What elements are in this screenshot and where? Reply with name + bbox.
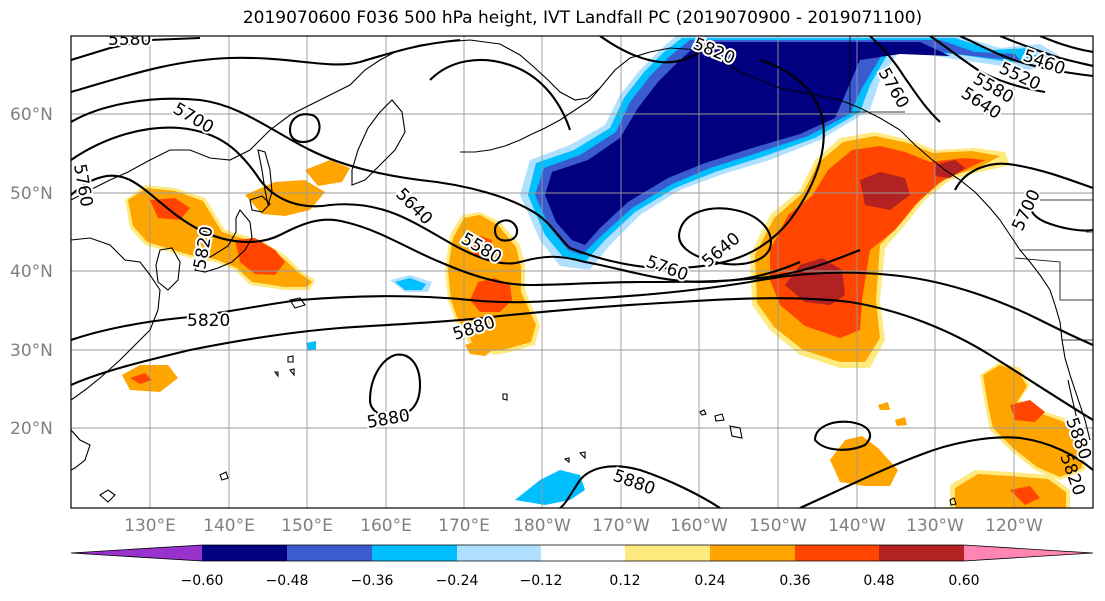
map-background — [71, 36, 1093, 508]
lon-label: 130°W — [906, 516, 964, 536]
lat-label: 50°N — [10, 184, 53, 204]
lon-label: 170°W — [592, 516, 650, 536]
colorbar-tick-label: −0.12 — [520, 573, 563, 589]
contour-label: 5820 — [187, 311, 230, 331]
colorbar-tick-label: −0.24 — [436, 573, 479, 589]
colorbar-tick-label: 0.36 — [779, 573, 810, 589]
colorbar-tick-label: 0.12 — [609, 573, 640, 589]
negative-ivt-shading — [306, 36, 1060, 505]
lon-label: 140°W — [828, 516, 886, 536]
lat-label: 20°N — [10, 419, 53, 439]
lon-label: 160°E — [360, 516, 412, 536]
contour-label: 5580 — [108, 30, 151, 50]
lon-label: 150°W — [749, 516, 807, 536]
colorbar-tick-label: 0.48 — [863, 573, 894, 589]
lon-label: 160°W — [670, 516, 728, 536]
lon-label: 140°E — [203, 516, 255, 536]
lat-label: 30°N — [10, 341, 53, 361]
lat-label: 60°N — [10, 105, 53, 125]
colorbar-segment — [541, 545, 625, 561]
colorbar-tick-label: −0.60 — [181, 573, 224, 589]
colorbar-segment — [795, 545, 879, 561]
lon-label: 130°E — [124, 516, 176, 536]
colorbar-segment — [625, 545, 710, 561]
latitude-labels: 60°N 50°N 40°N 30°N 20°N — [10, 105, 53, 439]
coastlines — [71, 39, 1091, 506]
lat-label: 40°N — [10, 262, 53, 282]
colorbar-tick-label: 0.24 — [694, 573, 725, 589]
colorbar: −0.60 −0.48 −0.36 −0.24 −0.12 0.12 0.24 … — [70, 544, 1094, 589]
colorbar-segment — [457, 545, 541, 561]
graticule — [71, 36, 1093, 508]
colorbar-tick-label: −0.36 — [351, 573, 394, 589]
lon-label: 150°E — [281, 516, 333, 536]
colorbar-extend-high — [964, 545, 1093, 561]
political-borders — [849, 36, 1093, 341]
lon-label: 120°W — [985, 516, 1043, 536]
colorbar-extend-low — [71, 545, 202, 561]
map-frame — [70, 35, 1094, 509]
colorbar-tick-label: −0.48 — [266, 573, 309, 589]
figure-title: 2019070600 F036 500 hPa height, IVT Land… — [242, 8, 923, 28]
colorbar-tick-label: 0.60 — [948, 573, 979, 589]
colorbar-segment — [372, 545, 457, 561]
colorbar-segment — [202, 545, 287, 561]
lon-label: 170°E — [438, 516, 490, 536]
colorbar-segment — [879, 545, 964, 561]
lon-label: 180°W — [513, 516, 571, 536]
longitude-labels: 130°E 140°E 150°E 160°E 170°E 180°W 170°… — [124, 516, 1043, 536]
height-contours — [71, 36, 1093, 508]
colorbar-segment — [710, 545, 795, 561]
colorbar-segment — [287, 545, 372, 561]
